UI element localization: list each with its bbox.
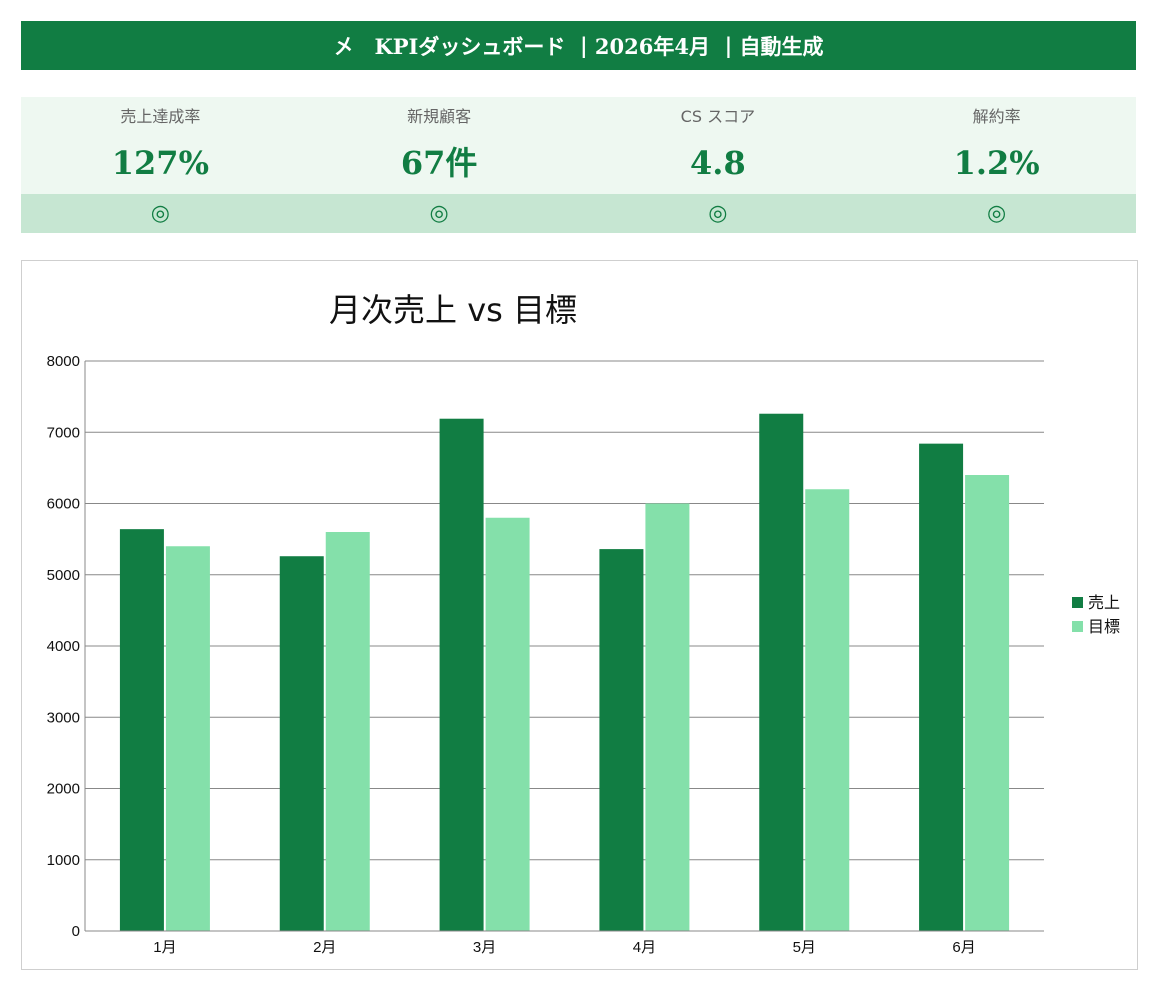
y-tick-label: 4000 xyxy=(47,638,80,655)
kpi-label: 新規顧客 xyxy=(407,107,472,126)
bar-sales xyxy=(279,556,324,931)
sales-vs-target-chart: 月次売上 vs 目標 0 1000 2000 3000 4000 5000 6000 7000… xyxy=(21,260,1138,970)
bar-target xyxy=(805,489,850,931)
y-tick-label: 5000 xyxy=(47,567,80,584)
bar-sales xyxy=(599,549,644,931)
chart-gridlines xyxy=(85,360,1044,861)
generation-note: 自動生成 xyxy=(739,33,824,59)
dashboard-header: 㐅 KPIダッシュボード | 2026年4月 | 自動生成 xyxy=(21,21,1136,70)
legend-label: 目標 xyxy=(1088,617,1120,636)
legend-label: 売上 xyxy=(1088,593,1120,612)
y-tick-label: 0 xyxy=(72,923,80,940)
chart-bars xyxy=(119,413,1010,932)
chart-title: 月次売上 vs 目標 xyxy=(329,291,577,329)
legend-swatch xyxy=(1072,621,1083,632)
kpi-card-cs-score: CS スコア 4.8 ◎ xyxy=(578,97,858,233)
logo-icon: 㐅 xyxy=(333,33,355,59)
report-period: 2026年4月 xyxy=(594,33,710,59)
x-tick-label: 5月 xyxy=(793,939,816,956)
kpi-card-churn-rate: 解約率 1.2% ◎ xyxy=(857,97,1136,233)
kpi-value: 1.2% xyxy=(953,144,1040,182)
kpi-value: 67件 xyxy=(400,144,478,182)
bar-target xyxy=(485,517,530,931)
status-mark-icon: ◎ xyxy=(299,194,579,233)
kpi-value: 127% xyxy=(111,144,209,182)
y-tick-label: 2000 xyxy=(47,781,80,798)
header-separator: | xyxy=(724,33,733,58)
header-separator: | xyxy=(579,33,588,58)
y-tick-label: 3000 xyxy=(47,709,80,726)
status-mark-icon: ◎ xyxy=(21,194,300,233)
dashboard-title: KPIダッシュボード xyxy=(374,33,566,59)
kpi-value: 4.8 xyxy=(690,144,746,182)
bar-target xyxy=(965,475,1010,931)
kpi-card-sales-achievement: 売上達成率 127% ◎ xyxy=(21,97,300,233)
status-mark-icon: ◎ xyxy=(857,194,1136,233)
status-mark-icon: ◎ xyxy=(578,194,858,233)
y-tick-label: 8000 xyxy=(47,353,80,370)
kpi-label: 解約率 xyxy=(972,107,1021,126)
x-tick-label: 4月 xyxy=(633,939,656,956)
bar-target xyxy=(645,503,690,931)
x-tick-label: 3月 xyxy=(473,939,496,956)
kpi-label: 売上達成率 xyxy=(120,107,201,126)
legend-swatch xyxy=(1072,597,1083,608)
bar-sales xyxy=(919,443,964,931)
y-tick-label: 6000 xyxy=(47,496,80,513)
kpi-label: CS スコア xyxy=(680,107,756,126)
x-tick-label: 2月 xyxy=(313,939,336,956)
bar-target xyxy=(165,546,210,931)
y-tick-label: 1000 xyxy=(47,852,80,869)
chart-axes: 0 1000 2000 3000 4000 5000 6000 7000 8000 1月 2月 3月 4… xyxy=(47,353,1044,956)
y-tick-label: 7000 xyxy=(47,424,80,441)
bar-sales xyxy=(439,418,484,931)
bar-sales xyxy=(119,529,164,931)
kpi-summary: 売上達成率 127% ◎ 新規顧客 67件 ◎ CS スコア 4.8 ◎ 解約率… xyxy=(21,97,1136,233)
bar-target xyxy=(325,532,370,931)
chart-canvas: 月次売上 vs 目標 0 1000 2000 3000 4000 5000 6000 7000… xyxy=(47,291,1120,956)
x-tick-label: 1月 xyxy=(153,939,176,956)
kpi-card-new-customers: 新規顧客 67件 ◎ xyxy=(299,97,579,233)
x-tick-label: 6月 xyxy=(952,939,975,956)
bar-sales xyxy=(759,413,804,932)
